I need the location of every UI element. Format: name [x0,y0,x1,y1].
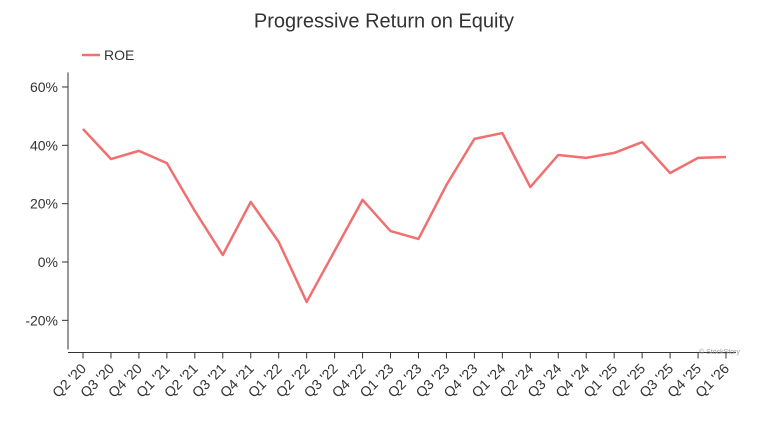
chart-title: Progressive Return on Equity [254,10,514,32]
y-tick-label: 20% [30,196,58,212]
y-tick-label: 40% [30,137,58,153]
y-tick-label: 0% [38,254,58,270]
y-tick-label: 60% [30,79,58,95]
watermark: © StockStory [699,348,740,356]
legend-label: ROE [104,47,134,63]
y-tick-label: -20% [25,312,58,328]
line [82,128,727,304]
